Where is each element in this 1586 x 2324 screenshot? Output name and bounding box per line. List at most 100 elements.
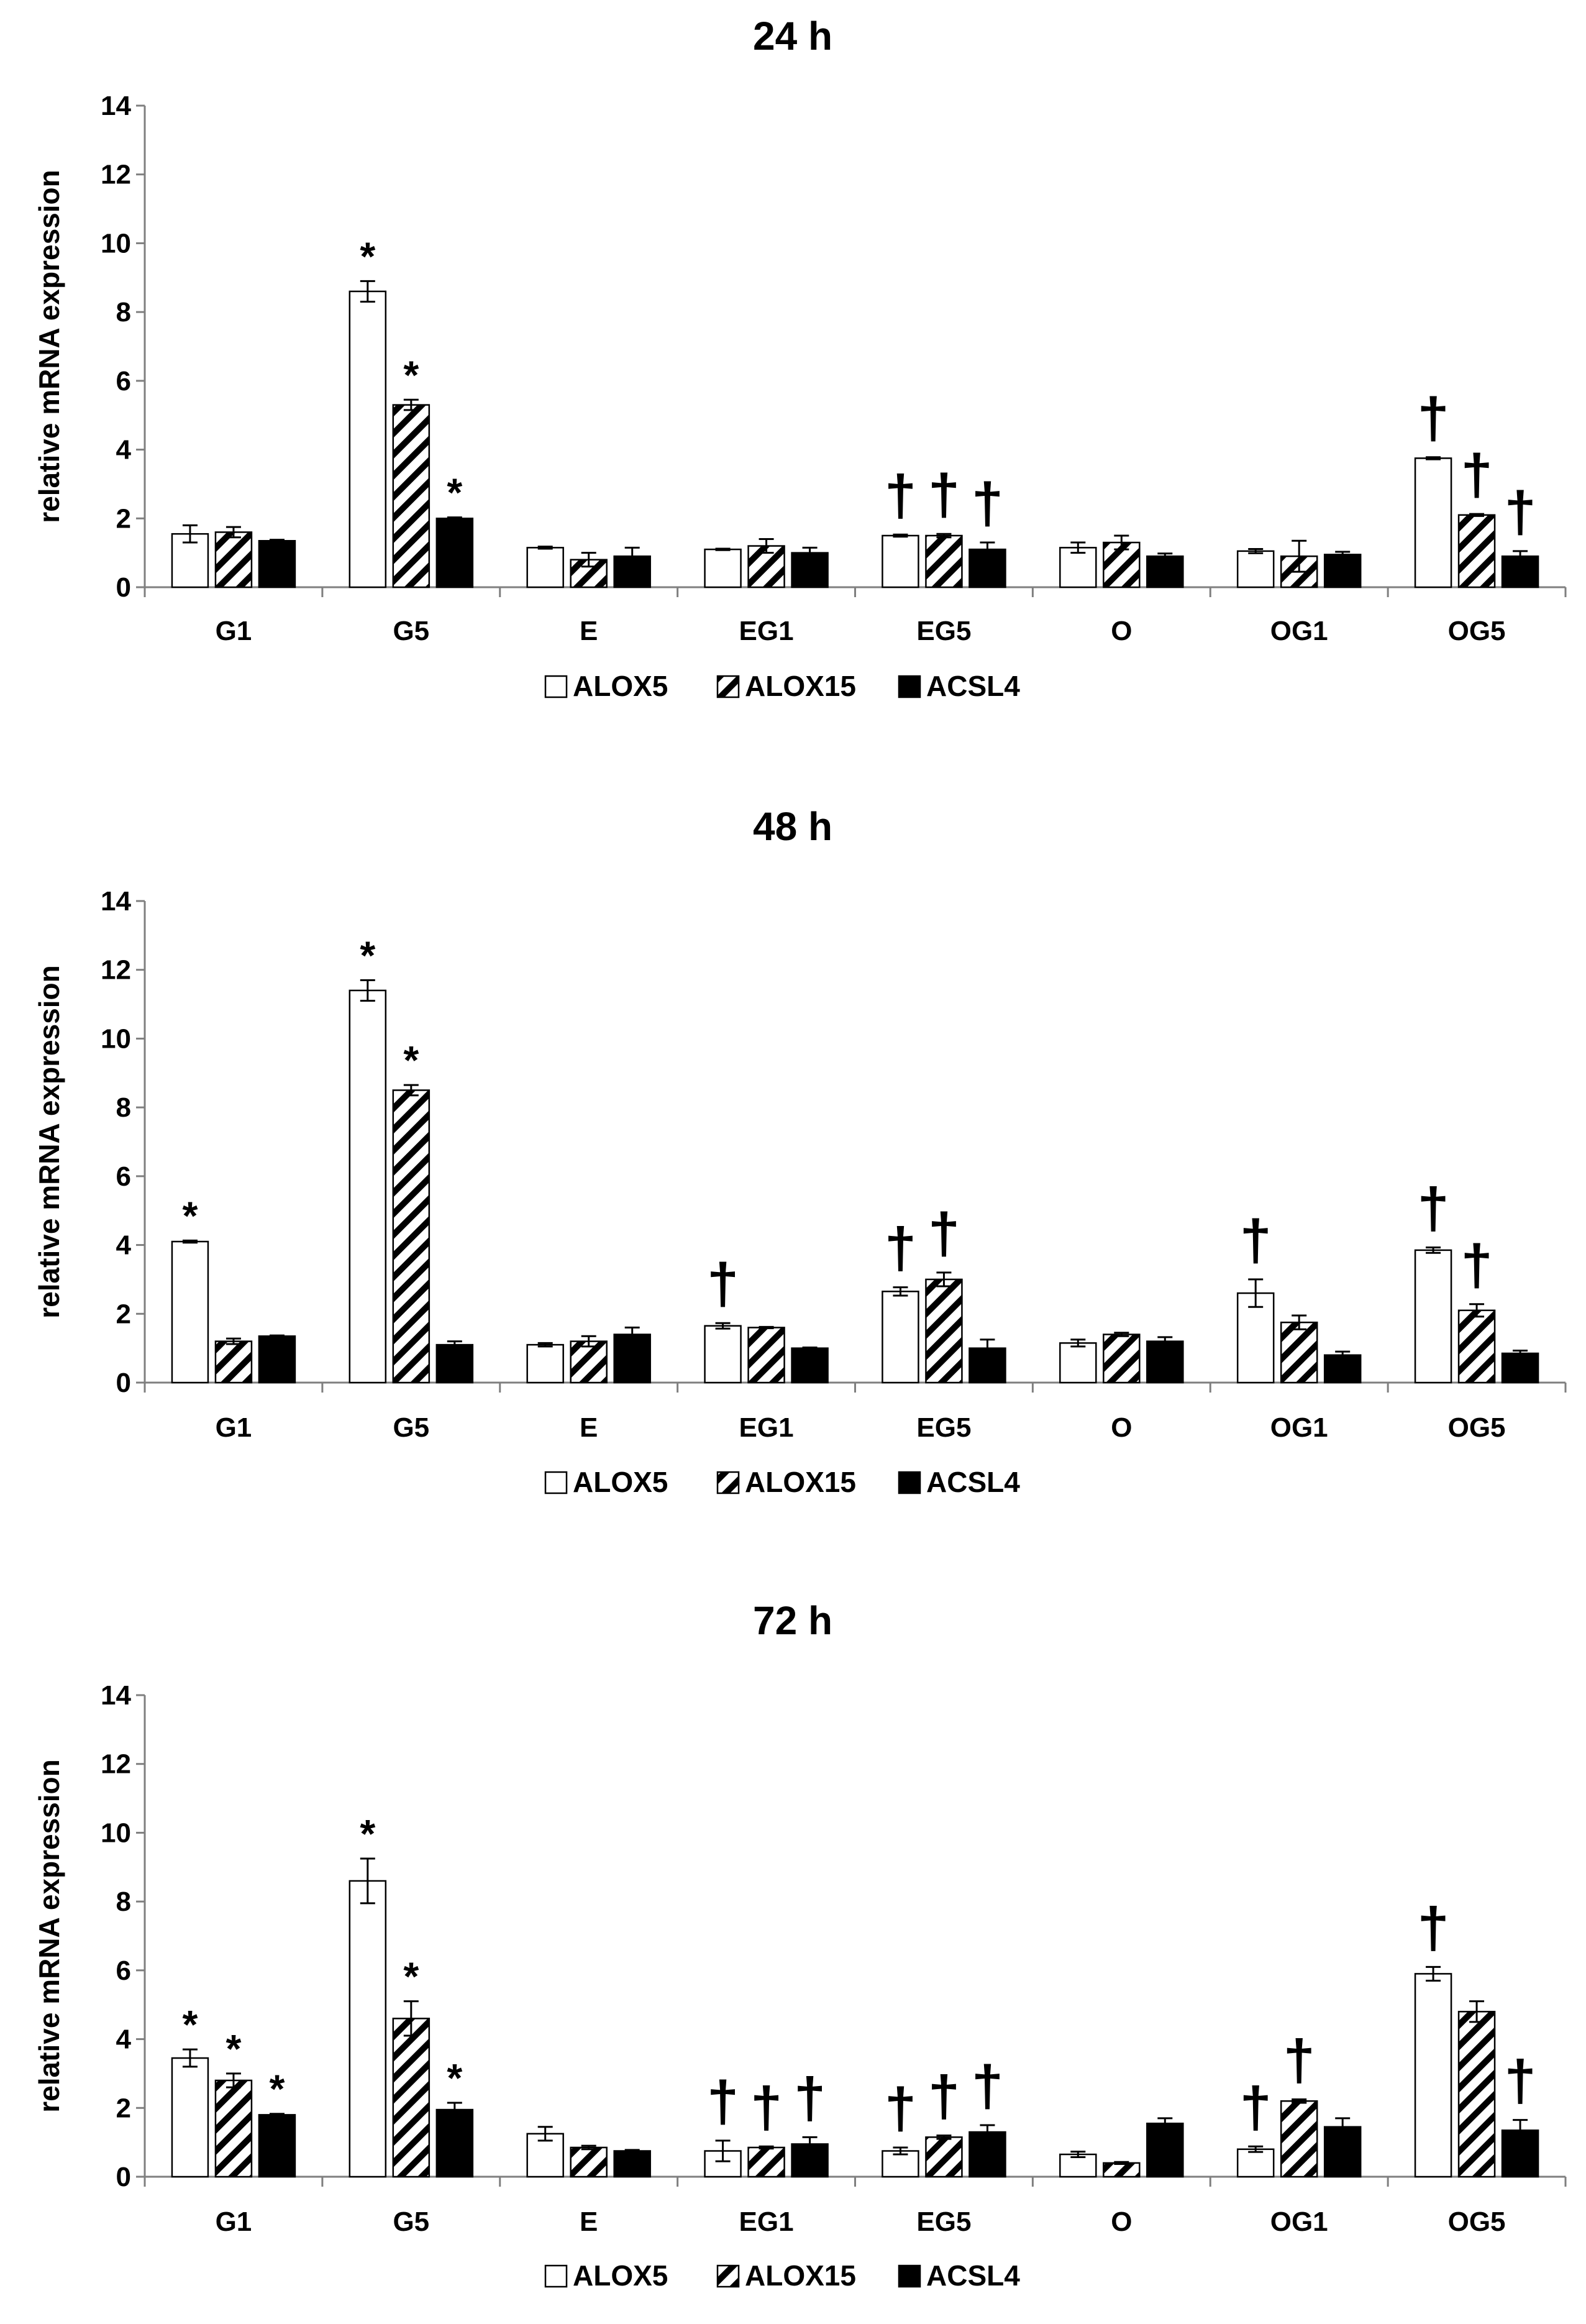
legend-label-acsl4: ACSL4 (926, 1466, 1020, 1498)
y-tick-label: 12 (101, 955, 131, 986)
bar-alox15-e (570, 1340, 608, 1384)
chart-panel-24-h: 24 h 0 2 4 6 8 10 12 14 relative mRNA expression G… (33, 14, 1567, 702)
bar-acsl4-e (613, 1334, 651, 1384)
x-tick-label-g5: G5 (393, 1412, 429, 1443)
legend-swatch-alox15 (716, 1471, 740, 1494)
legend-label-alox5: ALOX5 (573, 670, 668, 702)
significance-dagger-alox5-eg1: † (707, 2070, 739, 2133)
x-tick-label-g5: G5 (393, 2207, 429, 2237)
significance-dagger-alox15-eg5: † (928, 2065, 960, 2128)
bar-alox5-og1 (1236, 2148, 1275, 2178)
bar-alox15-og1 (1280, 1321, 1318, 1384)
significance-dagger-alox15-og1: † (1283, 2028, 1315, 2092)
x-tick-label-og1: OG1 (1270, 2207, 1328, 2237)
bar-acsl4-g1 (258, 2114, 296, 2178)
y-tick-label: 2 (116, 1299, 131, 1329)
bar-alox15-g5 (392, 1089, 431, 1384)
legend-swatch-alox5 (544, 2264, 568, 2288)
bar-alox15-g1 (214, 531, 253, 588)
bar-acsl4-eg1 (791, 552, 829, 588)
y-tick-label: 4 (116, 2024, 132, 2055)
bar-alox15-og1 (1280, 2100, 1318, 2178)
y-tick-label: 10 (101, 1818, 131, 1848)
bar-acsl4-og1 (1323, 554, 1362, 588)
y-tick-label: 14 (101, 1680, 131, 1711)
legend-label-alox15: ALOX15 (745, 2259, 856, 2292)
legend-swatch-acsl4 (898, 675, 921, 698)
bar-acsl4-g5 (435, 2108, 474, 2178)
bar-alox15-og5 (1457, 1309, 1496, 1384)
y-axis-label: relative mRNA expression (33, 965, 65, 1318)
bar-alox15-eg5 (925, 1278, 963, 1384)
significance-asterisk-alox5-g5: * (360, 933, 375, 977)
legend-swatch-alox15 (716, 2264, 740, 2288)
bar-alox15-eg5 (925, 2136, 963, 2178)
bar-alox5-o (1059, 2153, 1097, 2178)
x-tick-label-e: E (580, 1412, 598, 1443)
x-tick-label-g1: G1 (216, 1412, 252, 1443)
legend-swatch-acsl4 (898, 2264, 921, 2288)
significance-asterisk-alox5-g5: * (360, 234, 375, 278)
bar-alox5-og5 (1414, 1973, 1452, 2178)
chart-panel-48-h: 48 h 0 2 4 6 8 10 12 14 relative mRNA expression G… (33, 804, 1567, 1498)
bar-acsl4-og5 (1501, 1352, 1539, 1384)
y-tick-label: 6 (116, 1161, 131, 1192)
significance-asterisk-acsl4-g1: * (269, 2067, 285, 2111)
bar-alox15-eg1 (747, 1327, 785, 1384)
significance-dagger-alox5-og1: † (1240, 1209, 1272, 1272)
bar-alox15-eg5 (925, 534, 963, 588)
y-tick-label: 8 (116, 1887, 131, 1917)
bar-alox5-og1 (1236, 550, 1275, 588)
significance-dagger-alox5-eg5: † (885, 2077, 916, 2140)
bar-alox15-o (1103, 2162, 1141, 2178)
y-axis-label: relative mRNA expression (33, 170, 65, 523)
y-tick-label: 2 (116, 2093, 131, 2123)
chart-title: 48 h (753, 804, 832, 849)
bar-alox5-g1 (171, 1240, 209, 1384)
x-tick-label-o: O (1111, 1412, 1132, 1443)
legend-label-alox15: ALOX15 (745, 670, 856, 702)
bar-alox5-og5 (1414, 457, 1452, 588)
bar-alox15-g5 (392, 2018, 431, 2178)
x-tick-label-eg5: EG5 (916, 616, 971, 646)
legend-swatch-acsl4 (898, 1471, 921, 1494)
significance-dagger-alox15-eg1: † (750, 2075, 782, 2139)
bar-alox5-o (1059, 1342, 1097, 1384)
significance-asterisk-acsl4-g5: * (447, 2056, 462, 2100)
x-tick-label-og1: OG1 (1270, 1412, 1328, 1443)
x-tick-label-o: O (1111, 2207, 1132, 2237)
x-tick-label-og5: OG5 (1448, 1412, 1506, 1443)
bar-alox5-e (526, 547, 564, 588)
bar-alox15-og5 (1457, 514, 1496, 588)
bar-alox5-og5 (1414, 1249, 1452, 1384)
x-tick-label-og5: OG5 (1448, 616, 1506, 646)
bar-acsl4-g5 (435, 518, 474, 588)
chart-title: 72 h (753, 1598, 832, 1643)
x-tick-label-eg1: EG1 (739, 1412, 794, 1443)
y-tick-label: 8 (116, 1092, 131, 1123)
significance-dagger-acsl4-og5: † (1504, 2049, 1536, 2113)
significance-dagger-acsl4-og5: † (1504, 480, 1536, 544)
x-tick-label-g1: G1 (216, 616, 252, 646)
bar-alox5-eg5 (882, 1291, 919, 1384)
y-tick-label: 0 (116, 572, 131, 603)
significance-dagger-alox5-eg5: † (885, 1217, 916, 1280)
y-tick-label: 6 (116, 366, 131, 396)
significance-asterisk-alox5-g1: * (182, 2002, 198, 2047)
x-tick-label-og1: OG1 (1270, 616, 1328, 646)
y-tick-label: 10 (101, 1023, 131, 1054)
significance-dagger-acsl4-eg5: † (972, 2054, 1003, 2118)
bar-acsl4-e (613, 2150, 651, 2178)
chart-title: 24 h (753, 14, 832, 58)
bar-alox5-g5 (349, 290, 387, 588)
bar-acsl4-og5 (1501, 2130, 1539, 2178)
significance-asterisk-alox15-g5: * (403, 352, 419, 397)
significance-dagger-alox5-og5: † (1417, 387, 1449, 450)
y-tick-label: 2 (116, 503, 131, 534)
bar-acsl4-g1 (258, 1335, 296, 1384)
bar-alox15-g1 (214, 1340, 253, 1384)
legend-label-acsl4: ACSL4 (926, 670, 1020, 702)
legend-swatch-alox5 (544, 675, 568, 698)
significance-dagger-alox15-og5: † (1461, 1233, 1492, 1297)
y-tick-label: 10 (101, 228, 131, 258)
